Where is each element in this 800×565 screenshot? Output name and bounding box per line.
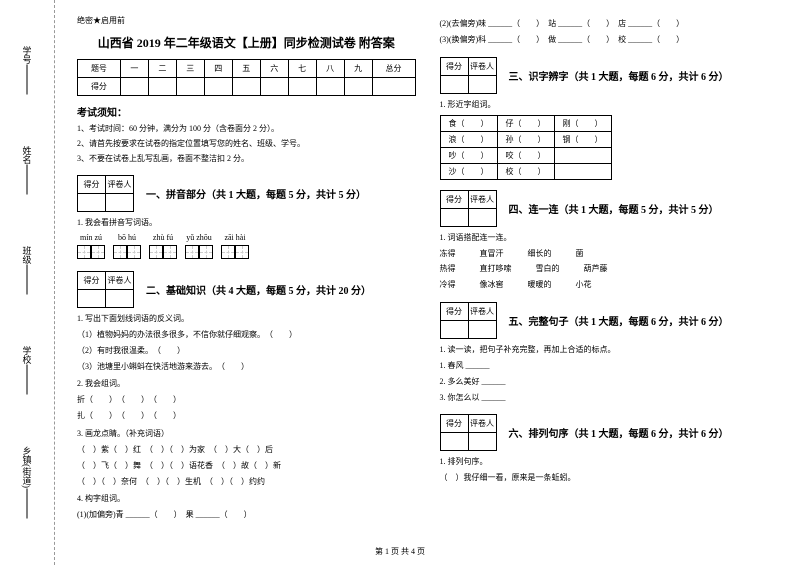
margin-class: 班级	[12, 246, 42, 295]
pinyin-row: mín zú bō hú zhù fú yǔ zhōu zāi hài	[77, 233, 416, 261]
score-table: 题号一二 三四五 六七八 九总分 得分	[77, 59, 416, 96]
grade-box-5: 得分评卷人	[440, 302, 497, 339]
grade-box-2: 得分评卷人	[77, 271, 134, 308]
notice-2: 2、请首先按要求在试卷的指定位置填写您的姓名、班级、学号。	[77, 138, 416, 150]
main-content: 绝密★启用前 山西省 2019 年二年级语文【上册】同步检测试卷 附答案 题号一…	[55, 0, 800, 565]
q4-label: 1. 词语搭配连一连。	[440, 232, 779, 243]
section-4-title: 四、连一连（共 1 大题，每题 5 分，共计 5 分）	[509, 201, 719, 216]
q2-label: 1. 写出下面划线词语的反义词。	[77, 313, 416, 324]
margin-school: 学校	[12, 346, 42, 395]
binding-margin: 学号 姓名 班级 学校 乡镇(街道)	[0, 0, 55, 565]
margin-student-id: 学号	[12, 46, 42, 95]
grade-box-6: 得分评卷人	[440, 414, 497, 451]
section-3-title: 三、识字辨字（共 1 大题，每题 6 分，共计 6 分）	[509, 68, 729, 83]
q1-label: 1. 我会看拼音写词语。	[77, 217, 416, 228]
section-5-title: 五、完整句子（共 1 大题，每题 6 分，共计 6 分）	[509, 313, 729, 328]
grade-box-3: 得分评卷人	[440, 57, 497, 94]
notice-3: 3、不要在试卷上乱写乱画，卷面不整洁扣 2 分。	[77, 153, 416, 165]
q5-label: 1. 读一读，把句子补充完整，再加上合适的标点。	[440, 344, 779, 355]
q2d-label: 4. 构字组词。	[77, 493, 416, 504]
q2c-label: 3. 画龙点睛。（补充词语）	[77, 428, 416, 439]
grade-box-1: 得分评卷人	[77, 175, 134, 212]
notice-title: 考试须知：	[77, 104, 416, 119]
q2b-label: 2. 我会组词。	[77, 378, 416, 389]
margin-name: 姓名	[12, 146, 42, 195]
section-6-title: 六、排列句序（共 1 大题，每题 6 分，共计 6 分）	[509, 425, 729, 440]
q6-label: 1. 排列句序。	[440, 456, 779, 467]
exam-title: 山西省 2019 年二年级语文【上册】同步检测试卷 附答案	[77, 34, 416, 51]
q3-label: 1. 形近字组词。	[440, 99, 779, 110]
section-2-title: 二、基础知识（共 4 大题，每题 5 分，共计 20 分）	[146, 282, 371, 297]
secret-label: 绝密★启用前	[77, 15, 416, 26]
page-footer: 第 1 页 共 4 页	[375, 546, 425, 557]
char-table: 食（ ）仔（ ）刚（ ） 浪（ ）孙（ ）钢（ ） 吵（ ）咬（ ） 沙（ ）校…	[440, 115, 612, 180]
grade-box-4: 得分评卷人	[440, 190, 497, 227]
margin-town: 乡镇(街道)	[12, 446, 42, 519]
notice-1: 1、考试时间：60 分钟，满分为 100 分（含卷面分 2 分）。	[77, 123, 416, 135]
section-1-title: 一、拼音部分（共 1 大题，每题 5 分，共计 5 分）	[146, 186, 366, 201]
